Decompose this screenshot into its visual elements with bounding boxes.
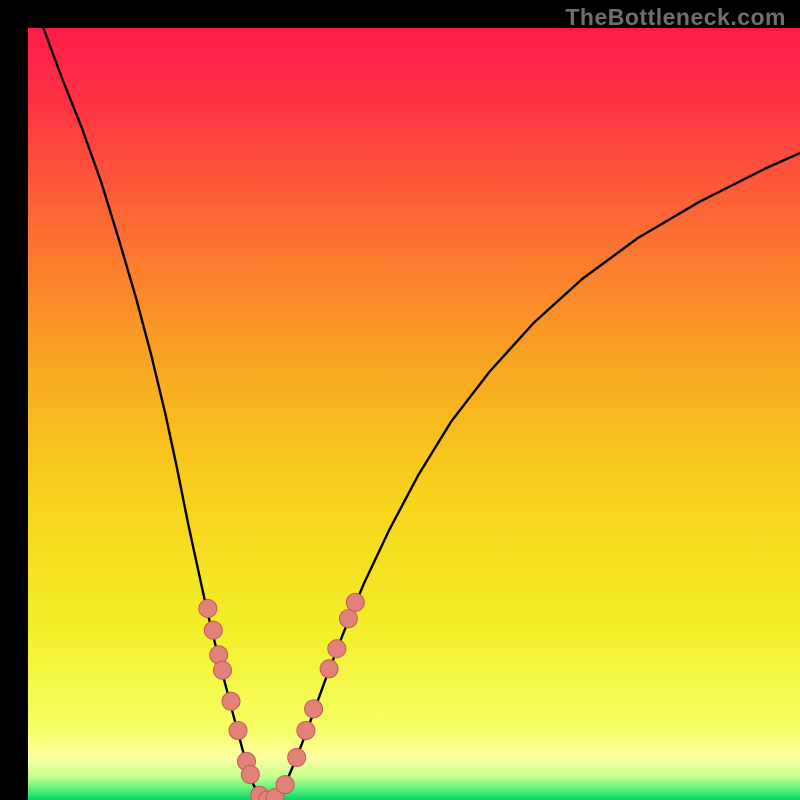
data-marker [276,776,294,794]
data-marker [297,722,315,740]
data-marker [288,749,306,767]
data-marker [229,722,247,740]
data-marker [346,593,364,611]
data-marker [222,692,240,710]
data-marker [305,700,323,718]
data-marker [204,621,222,639]
watermark-text: TheBottleneck.com [565,4,786,31]
chart-stage: TheBottleneck.com [0,0,800,800]
data-marker [328,640,346,658]
data-marker [214,661,232,679]
data-marker [320,660,338,678]
data-marker [339,610,357,628]
data-marker [199,600,217,618]
data-marker [241,766,259,784]
plot-background [28,28,800,800]
bottleneck-chart [0,0,800,800]
